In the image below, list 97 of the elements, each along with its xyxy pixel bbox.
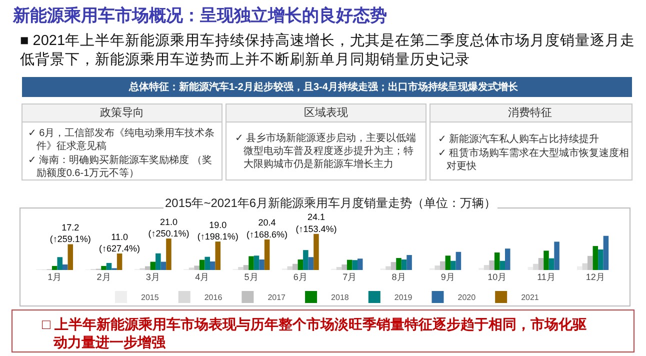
- bar: [484, 265, 490, 270]
- text: 2015年~2021年6月新能源乘用车月度销量走势（单位：万辆）: [165, 196, 496, 210]
- bar: [445, 256, 451, 270]
- x-tick-label: 4月: [195, 272, 210, 282]
- bar: [308, 257, 314, 270]
- bar: [538, 258, 544, 270]
- x-tick-label: 7月: [342, 272, 357, 282]
- text: □ 上半年新能源乘用车市场表现与历年整个市场淡旺季销量特征逐步趋于相同，市场化驱动力量进一步增强: [42, 316, 586, 350]
- bar: [396, 258, 402, 270]
- legend-label: 2017: [268, 293, 286, 302]
- legend-label: 2015: [141, 293, 160, 302]
- data-label: 11.0 (↑627.4%): [99, 232, 140, 254]
- text: ✓ 新能源汽车私人购车占比持续提升: [438, 133, 600, 145]
- bar: [494, 252, 500, 270]
- legend-label: 2020: [458, 293, 476, 302]
- bar: [533, 264, 538, 270]
- bar: [390, 262, 396, 270]
- x-tick-label: 6月: [293, 272, 308, 282]
- bar: [243, 265, 249, 270]
- bar: [342, 264, 347, 270]
- bar: [145, 266, 150, 270]
- bar: [357, 258, 363, 270]
- bar: [346, 260, 352, 270]
- legend-label: 2018: [331, 293, 350, 302]
- bar: [450, 260, 456, 270]
- x-tick-label: 1月: [48, 272, 62, 282]
- bar: [68, 244, 74, 270]
- bar: [592, 246, 598, 270]
- bar: [106, 262, 112, 270]
- bar: [544, 250, 549, 270]
- chart-subtitle: ■ 2021年上半年新能源乘用车持续保持高速增长，尤其是在第二季度总体市场月度销量逐月走低背景下，新能源乘用车逆势而上并不断刷新单月同期销量历史记录: [20, 32, 636, 68]
- bar: [194, 266, 200, 270]
- bar: [199, 260, 205, 270]
- bar: [62, 264, 68, 270]
- bar: [528, 267, 534, 270]
- text: ✓ 6月，工信部发布《纯电动乘用车技术条件》征求意见稿: [28, 127, 215, 152]
- bar: [588, 256, 593, 270]
- bar: [489, 260, 494, 270]
- data-label: 24.1 (↑153.4%): [296, 212, 337, 234]
- x-tick-label: 9月: [440, 272, 455, 282]
- x-tick-label: 2月: [96, 272, 111, 282]
- bar: [456, 252, 462, 270]
- text: ✓ 租赁市场购车需求在大型城市恢复速度相对更快: [438, 147, 630, 172]
- bar: [292, 264, 298, 270]
- x-tick-label: 10月: [488, 272, 507, 282]
- bar: [166, 238, 172, 270]
- bar: [303, 250, 308, 270]
- bar: [57, 257, 62, 270]
- x-tick-label: 12月: [586, 272, 605, 282]
- chart-title: 新能源乘用车市场概况：呈现独立增长的良好态势: [12, 6, 387, 25]
- bar: [116, 254, 122, 270]
- bar: [598, 249, 604, 270]
- bar: [210, 261, 216, 270]
- bar: [500, 260, 505, 270]
- x-tick-label: 11月: [537, 272, 556, 282]
- legend-label: 2019: [394, 293, 413, 302]
- bar: [548, 258, 554, 270]
- bar: [434, 266, 440, 270]
- bar: [314, 234, 319, 270]
- text: 区域表现: [304, 106, 348, 119]
- bar: [298, 260, 304, 270]
- bar: [406, 255, 412, 270]
- bar: [156, 253, 161, 270]
- bar: [401, 260, 407, 270]
- text: ✓ 海南：明确购买新能源车奖励梯度 （奖励额度0.6-1万元不等）: [28, 154, 212, 179]
- legend-label: 2021: [521, 293, 540, 302]
- bar: [248, 256, 254, 270]
- bar: [554, 242, 560, 270]
- bar: [603, 236, 609, 270]
- bar: [215, 242, 221, 270]
- bar: [52, 266, 58, 270]
- data-label: 19.0 (↑198.1%): [197, 220, 238, 242]
- text: ✓ 县乡市场新能源逐步启动，主要以低端微型电动车普及程度逐步提升为主；特大限购城市仍是新能源车增长主力: [235, 132, 416, 170]
- bar: [101, 266, 106, 270]
- bar: [150, 262, 156, 270]
- x-tick-label: 5月: [244, 272, 258, 282]
- bar: [352, 260, 358, 270]
- bar: [160, 262, 166, 270]
- bar: [264, 239, 270, 270]
- text: 政策导向: [100, 107, 144, 119]
- bar: [254, 256, 260, 270]
- x-tick-label: 3月: [146, 272, 160, 282]
- data-label: 20.4 (↑168.6%): [246, 218, 288, 240]
- x-tick-label: 8月: [392, 272, 406, 282]
- bar: [504, 248, 510, 270]
- bar: [204, 256, 210, 270]
- legend-label: 2016: [204, 293, 223, 302]
- text: 消费特征: [508, 106, 552, 119]
- text: 总体特征：新能源汽车1-2月起步较强，且3-4月持续走强；出口市场持续呈现爆发式增长: [128, 81, 519, 93]
- bar: [259, 260, 264, 270]
- bar: [386, 266, 391, 270]
- bar: [582, 263, 588, 270]
- bar: [336, 267, 342, 270]
- bar: [238, 267, 244, 270]
- data-label: 21.0 (↑250.1%): [148, 216, 190, 239]
- bar: [440, 261, 446, 270]
- data-label: 17.2 (↑259.1%): [50, 222, 91, 244]
